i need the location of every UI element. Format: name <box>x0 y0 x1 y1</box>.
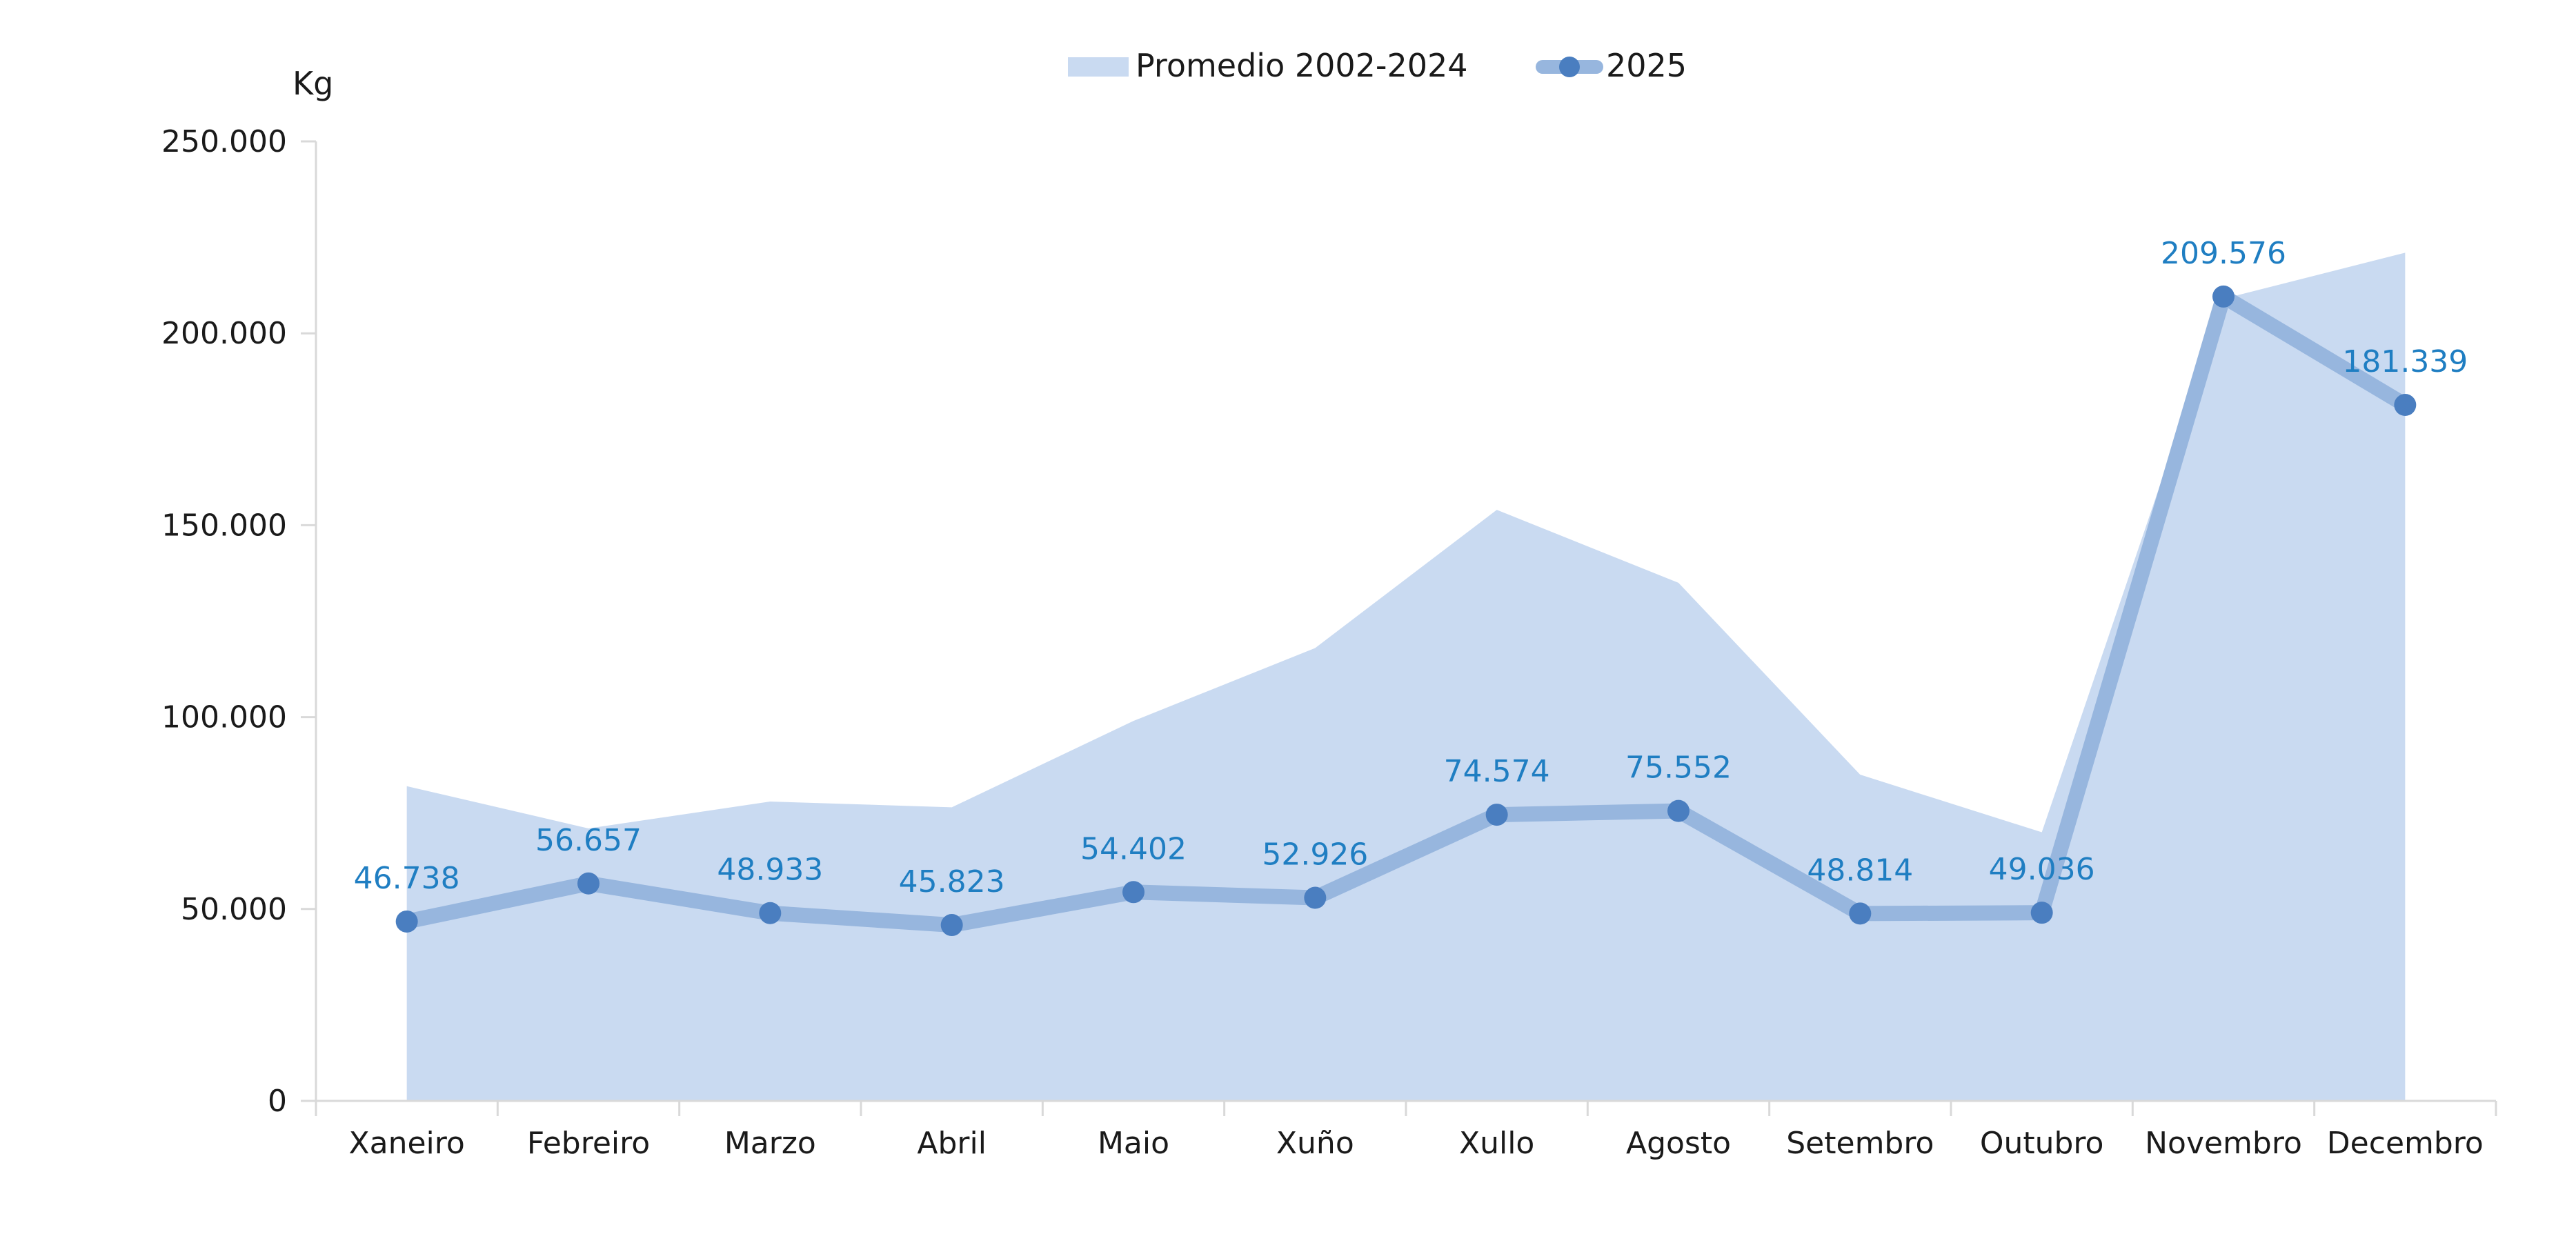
x-tick-label: Decembro <box>2327 1126 2484 1161</box>
data-point-2025 <box>577 872 600 895</box>
x-tick-label: Xuño <box>1276 1126 1354 1161</box>
y-tick-label: 0 <box>268 1084 287 1119</box>
data-label-2025: 181.339 <box>2342 344 2468 379</box>
data-label-2025: 48.814 <box>1807 853 1913 888</box>
y-tick-label: 150.000 <box>161 508 287 543</box>
x-tick-label: Febreiro <box>527 1126 650 1161</box>
x-tick-label: Agosto <box>1626 1126 1731 1161</box>
legend-marker-2025 <box>1559 57 1580 77</box>
x-tick-label: Abril <box>917 1126 987 1161</box>
data-point-2025 <box>1849 902 1872 925</box>
data-point-2025 <box>1485 804 1508 826</box>
y-tick-label: 250.000 <box>161 124 287 159</box>
data-label-2025: 49.036 <box>1989 852 2095 887</box>
data-point-2025 <box>940 914 963 937</box>
line-layer <box>399 288 2413 933</box>
data-point-2025 <box>1304 886 1327 909</box>
data-label-2025: 209.576 <box>2161 236 2286 271</box>
y-tick-label: 100.000 <box>161 700 287 735</box>
data-label-2025: 56.657 <box>535 823 642 858</box>
x-tick-label: Novembro <box>2145 1126 2302 1161</box>
legend: Promedio 2002-2024 2025 <box>1068 47 1687 84</box>
legend-label-2025: 2025 <box>1606 47 1687 84</box>
data-label-2025: 46.738 <box>354 861 460 896</box>
x-tick-label: Marzo <box>724 1126 816 1161</box>
area-series-promedio <box>406 252 2406 1102</box>
data-point-2025 <box>1122 881 1145 904</box>
data-label-2025: 48.933 <box>717 853 823 888</box>
legend-label-promedio: Promedio 2002-2024 <box>1136 47 1468 84</box>
points-layer <box>395 285 2417 937</box>
data-label-2025: 74.574 <box>1444 754 1550 789</box>
y-tick-label: 200.000 <box>161 316 287 351</box>
y-tick-label: 50.000 <box>181 892 287 927</box>
data-label-2025: 52.926 <box>1262 837 1368 873</box>
data-point-2025 <box>2030 902 2053 924</box>
data-point-2025 <box>1667 799 1690 822</box>
data-label-2025: 45.823 <box>899 864 1005 899</box>
data-point-2025 <box>759 902 782 924</box>
x-tick-label: Maio <box>1098 1126 1169 1161</box>
data-label-2025: 54.402 <box>1080 831 1187 866</box>
axes-layer: 0 50.000 100.000 150.000 200.000 250.000 Xanei… <box>161 65 2497 1161</box>
data-labels-layer: 46.738 56.657 48.933 45.823 54.402 52.926 74.5… <box>354 236 2468 899</box>
y-axis-unit-label: Kg <box>293 65 333 102</box>
data-point-2025 <box>2212 285 2235 308</box>
data-point-2025 <box>2394 394 2417 417</box>
x-tick-label: Xullo <box>1459 1126 1534 1161</box>
data-point-2025 <box>395 910 418 933</box>
x-tick-label: Outubro <box>1980 1126 2104 1161</box>
x-tick-label: Xaneiro <box>348 1126 464 1161</box>
line-series-2025 <box>399 288 2413 933</box>
area-layer <box>406 252 2406 1102</box>
x-tick-label: Setembro <box>1786 1126 1934 1161</box>
legend-swatch-promedio <box>1068 57 1129 77</box>
data-label-2025: 75.552 <box>1625 750 1732 786</box>
